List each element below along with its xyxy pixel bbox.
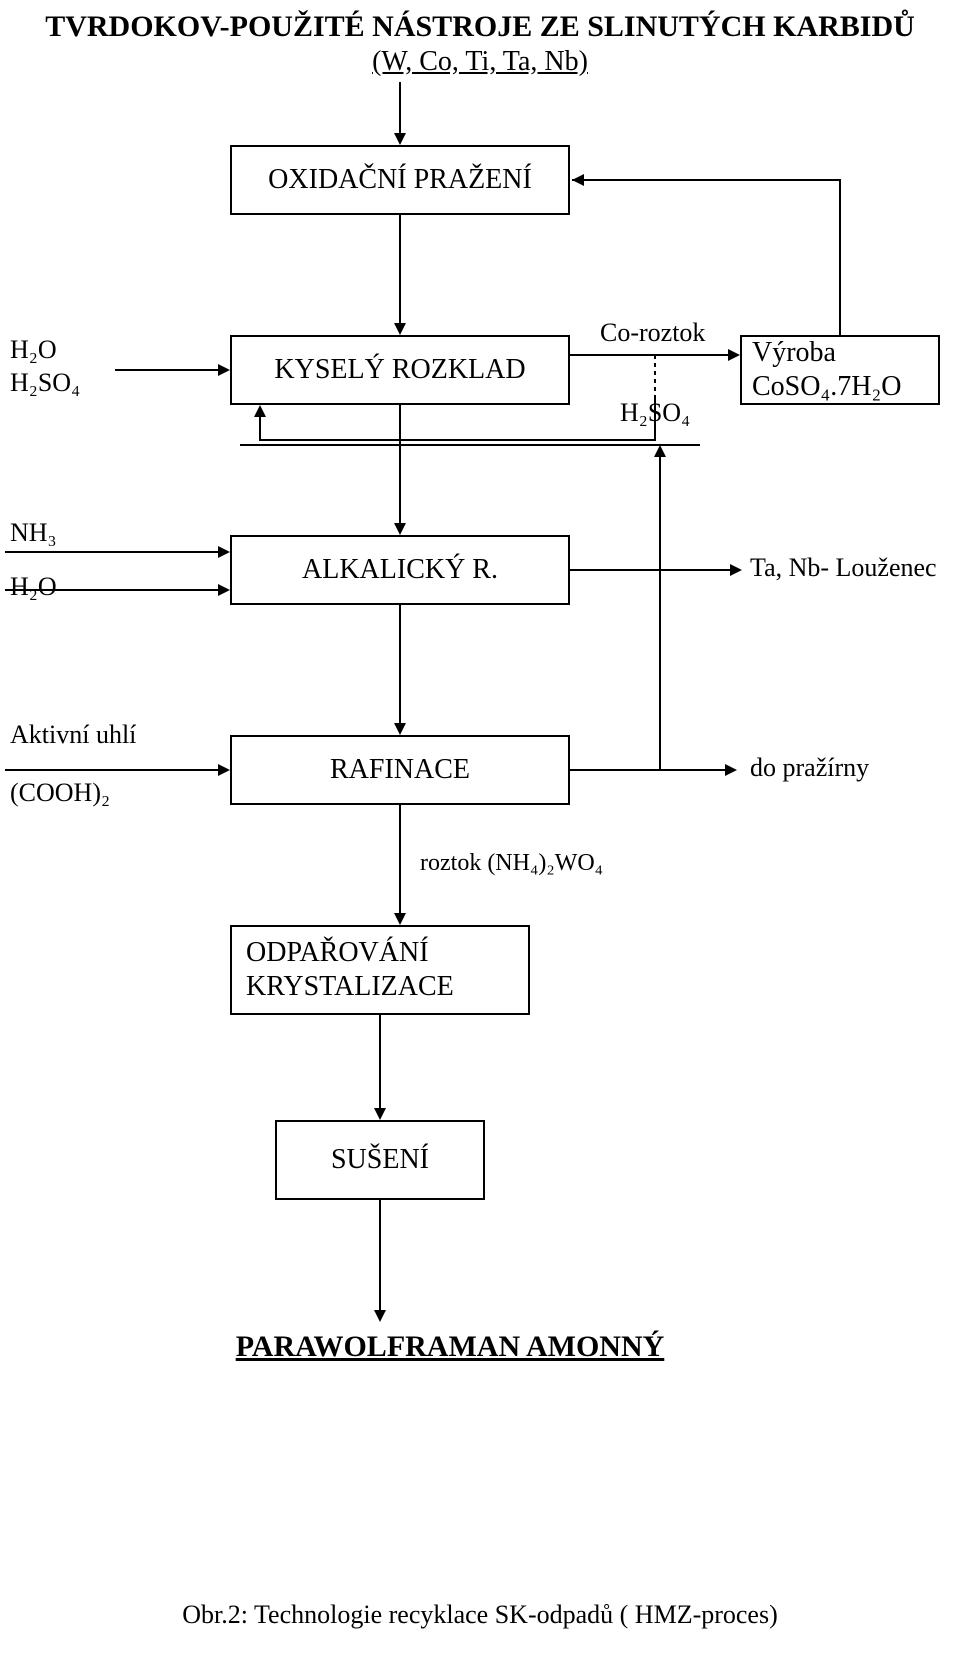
box-vyroba: Výroba CoSO₄.7H₂O — [740, 335, 940, 405]
title: TVRDOKOV-POUŽITÉ NÁSTROJE ZE SLINUTÝCH K… — [0, 10, 960, 44]
box-vyroba-l2: CoSO₄.7H₂O — [752, 370, 901, 404]
box-suseni: SUŠENÍ — [275, 1120, 485, 1200]
label-aktivni: Aktivní uhlí — [10, 720, 136, 750]
label-do-prazirny: do pražírny — [750, 753, 869, 783]
box-rafinace: RAFINACE — [230, 735, 570, 805]
box-vyroba-l1: Výroba — [752, 336, 836, 370]
label-h2so4-1: H₂SO₄ — [10, 368, 80, 398]
label-h2so4-recycle: H₂SO₄ — [620, 398, 690, 428]
box-odparovani-l1: ODPAŘOVÁNÍ — [246, 936, 429, 970]
box-oxidacni: OXIDAČNÍ PRAŽENÍ — [230, 145, 570, 215]
subtitle: (W, Co, Ti, Ta, Nb) — [0, 46, 960, 78]
final-product: PARAWOLFRAMAN AMONNÝ — [200, 1330, 700, 1364]
connectors — [0, 0, 960, 1654]
label-roztok: roztok (NH₄)₂WO₄ — [420, 850, 603, 877]
label-co-roztok: Co-roztok — [600, 318, 705, 348]
label-tanb: Ta, Nb- Louženec — [750, 553, 937, 583]
box-odparovani: ODPAŘOVÁNÍ KRYSTALIZACE — [230, 925, 530, 1015]
box-odparovani-l2: KRYSTALIZACE — [246, 970, 454, 1004]
label-cooh: (COOH)₂ — [10, 778, 110, 808]
page: TVRDOKOV-POUŽITÉ NÁSTROJE ZE SLINUTÝCH K… — [0, 0, 960, 1654]
label-h2o-1: H₂O — [10, 335, 57, 365]
figure-caption: Obr.2: Technologie recyklace SK-odpadů (… — [120, 1600, 840, 1630]
label-h2o-2: H₂O — [10, 572, 57, 602]
box-alkalicky: ALKALICKÝ R. — [230, 535, 570, 605]
label-nh3: NH₃ — [10, 518, 57, 548]
box-kysely: KYSELÝ ROZKLAD — [230, 335, 570, 405]
